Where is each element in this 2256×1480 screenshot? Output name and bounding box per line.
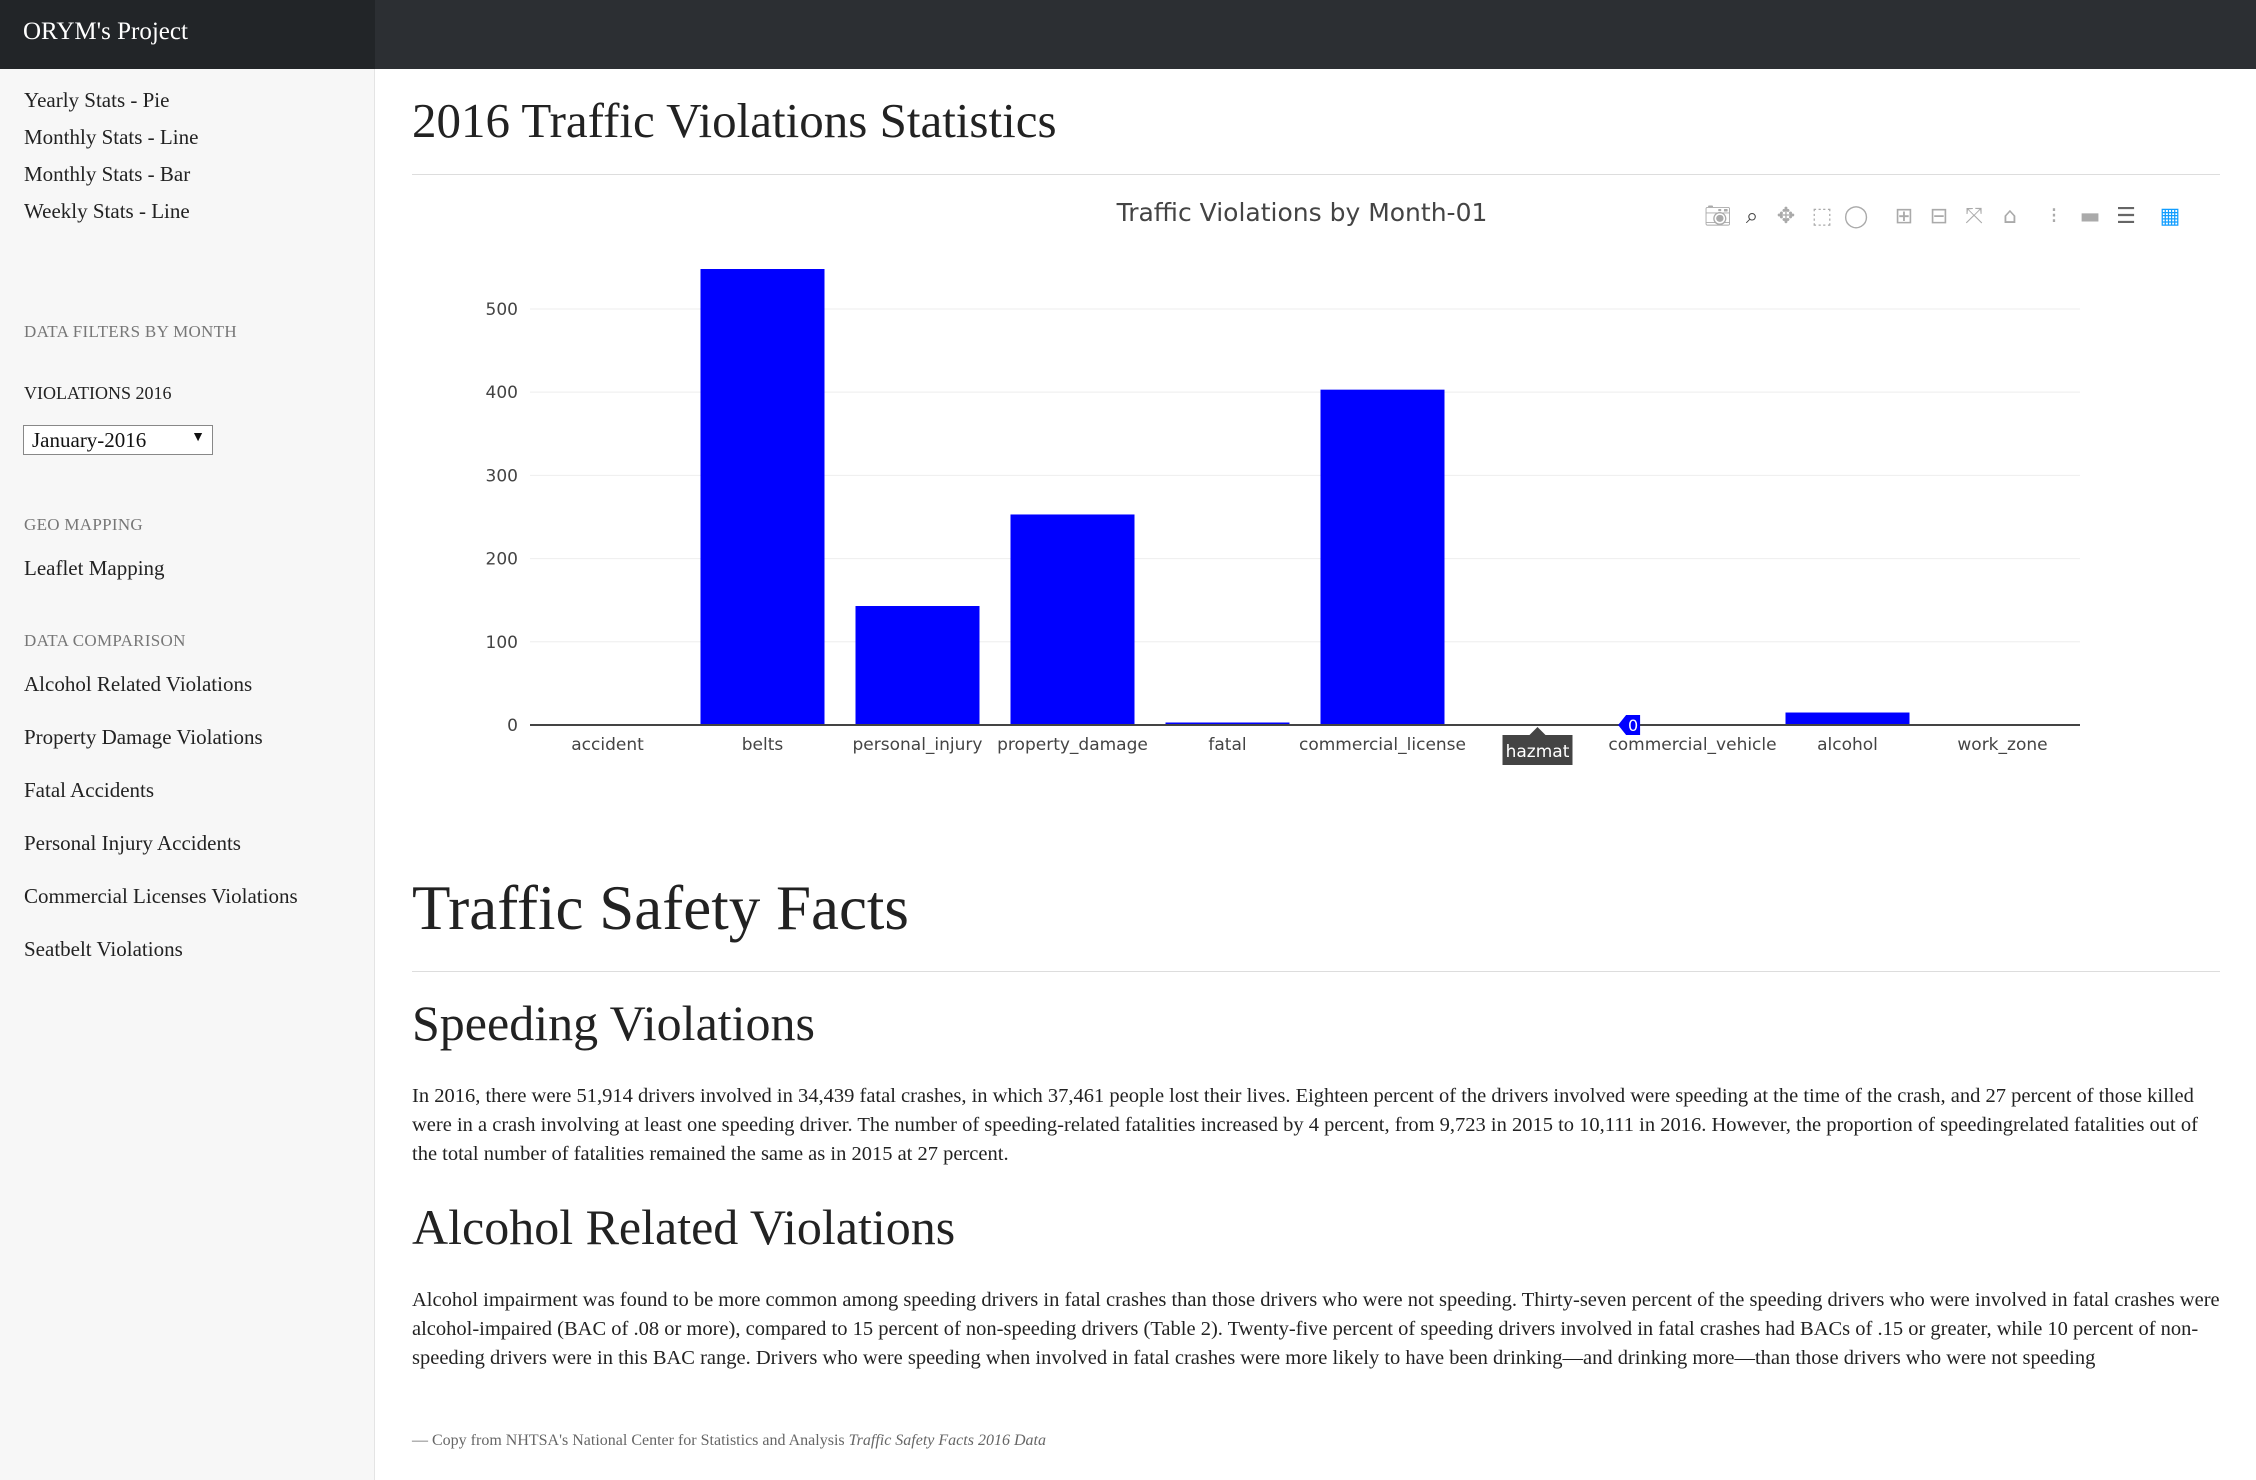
speeding-heading: Speeding Violations bbox=[412, 995, 816, 1051]
plotly-logo-icon[interactable]: ▦ bbox=[2159, 204, 2181, 229]
pan-icon[interactable]: ✥ bbox=[1776, 204, 1796, 229]
chevron-down-icon: ▼ bbox=[191, 430, 205, 445]
zoom-icon[interactable]: ⌕ bbox=[1745, 204, 1759, 229]
camera-icon[interactable]: 📷︎ bbox=[1704, 204, 1732, 229]
hover-value-box bbox=[1618, 715, 1641, 735]
geo-heading: Geo Mapping bbox=[24, 515, 144, 534]
x-tick-label: commercial_vehicle bbox=[1608, 735, 1776, 755]
citation-title: Traffic Safety Facts 2016 Data bbox=[848, 1432, 1046, 1449]
y-tick-label: 0 bbox=[507, 716, 518, 736]
top-navbar bbox=[0, 0, 2256, 69]
x-tick-label: commercial_license bbox=[1299, 735, 1466, 755]
nav-yearly-pie[interactable]: Yearly Stats - Pie bbox=[24, 88, 170, 112]
nav-personal-injury[interactable]: Personal Injury Accidents bbox=[24, 831, 241, 855]
x-tick-label: alcohol bbox=[1817, 735, 1878, 755]
hover-compare-icon[interactable]: ☰ bbox=[2116, 204, 2136, 229]
month-select-value: January-2016 bbox=[32, 428, 147, 452]
zoom-out-icon[interactable]: ⊟ bbox=[1929, 204, 1949, 229]
bar[interactable] bbox=[1320, 389, 1445, 725]
bar[interactable] bbox=[1165, 722, 1290, 725]
y-tick-label: 200 bbox=[486, 550, 518, 570]
x-tick-label: personal_injury bbox=[853, 735, 983, 755]
nav-alcohol[interactable]: Alcohol Related Violations bbox=[24, 672, 253, 696]
citation: — Copy from NHTSA's National Center for … bbox=[412, 1432, 1046, 1450]
nav-seatbelt[interactable]: Seatbelt Violations bbox=[24, 937, 183, 961]
bar-chart[interactable]: Traffic Violations by Month-01 📷︎ ⌕ ✥ ⬚ … bbox=[412, 188, 2220, 788]
bar[interactable] bbox=[855, 606, 980, 725]
brand-bar[interactable]: ORYM's Project bbox=[0, 0, 375, 69]
lasso-icon[interactable]: ◯ bbox=[1843, 204, 1869, 229]
bar[interactable] bbox=[1010, 514, 1135, 725]
x-tick-label: fatal bbox=[1208, 735, 1246, 755]
hover-value-label: 0 bbox=[1628, 716, 1638, 735]
filters-heading: Data Filters By Month bbox=[24, 322, 237, 341]
y-tick-label: 400 bbox=[486, 383, 518, 403]
nav-monthly-line[interactable]: Monthly Stats - Line bbox=[24, 125, 199, 149]
hover-category-box bbox=[1502, 727, 1573, 765]
box-select-icon[interactable]: ⬚ bbox=[1811, 204, 1833, 229]
reset-axes-icon[interactable]: ⌂ bbox=[2003, 204, 2017, 229]
zoom-in-icon[interactable]: ⊞ bbox=[1894, 204, 1914, 229]
brand-title[interactable]: ORYM's Project bbox=[23, 18, 188, 45]
x-tick-label: belts bbox=[742, 735, 784, 755]
alcohol-heading: Alcohol Related Violations bbox=[412, 1199, 956, 1255]
title-divider bbox=[412, 174, 2220, 175]
x-tick-label: accident bbox=[571, 735, 644, 755]
hover-category-label: hazmat bbox=[1506, 742, 1570, 762]
facts-heading: Traffic Safety Facts bbox=[412, 873, 909, 943]
chart-title: Traffic Violations by Month-01 bbox=[1116, 198, 1488, 227]
chart-plot-area: 0 100 200 300 400 500 accident belts personal_in… bbox=[486, 269, 2080, 765]
nav-monthly-bar[interactable]: Monthly Stats - Bar bbox=[24, 162, 191, 186]
facts-divider bbox=[412, 971, 2220, 972]
bar[interactable] bbox=[700, 269, 825, 725]
violations-label: VIOLATIONS 2016 bbox=[24, 383, 172, 403]
hover-closest-icon[interactable]: ▬ bbox=[2079, 204, 2101, 229]
sidebar: Yearly Stats - Pie Monthly Stats - Line … bbox=[0, 69, 375, 1480]
y-tick-label: 100 bbox=[486, 633, 518, 653]
speeding-paragraph: In 2016, there were 51,914 drivers invol… bbox=[412, 1085, 2198, 1165]
nav-fatal[interactable]: Fatal Accidents bbox=[24, 778, 155, 802]
alcohol-paragraph: Alcohol impairment was found to be more … bbox=[412, 1289, 2220, 1369]
nav-leaflet-mapping[interactable]: Leaflet Mapping bbox=[24, 556, 165, 580]
y-tick-label: 300 bbox=[486, 466, 518, 486]
citation-prefix: — Copy from NHTSA's National Center for … bbox=[412, 1432, 845, 1449]
page-title: 2016 Traffic Violations Statistics bbox=[412, 93, 1057, 148]
bar[interactable] bbox=[1785, 712, 1910, 725]
x-tick-label: property_damage bbox=[997, 735, 1148, 755]
autoscale-icon[interactable]: ⤧ bbox=[1965, 204, 1983, 229]
x-tick-label: work_zone bbox=[1957, 735, 2047, 755]
y-tick-label: 500 bbox=[486, 300, 518, 320]
spike-lines-icon[interactable]: ⁝ bbox=[2050, 204, 2058, 229]
comparison-heading: Data Comparison bbox=[24, 631, 186, 650]
nav-property-damage[interactable]: Property Damage Violations bbox=[24, 725, 263, 749]
month-select[interactable]: January-2016 ▼ bbox=[23, 425, 213, 455]
nav-commercial-licenses[interactable]: Commercial Licenses Violations bbox=[24, 884, 298, 908]
nav-weekly-line[interactable]: Weekly Stats - Line bbox=[24, 199, 190, 223]
